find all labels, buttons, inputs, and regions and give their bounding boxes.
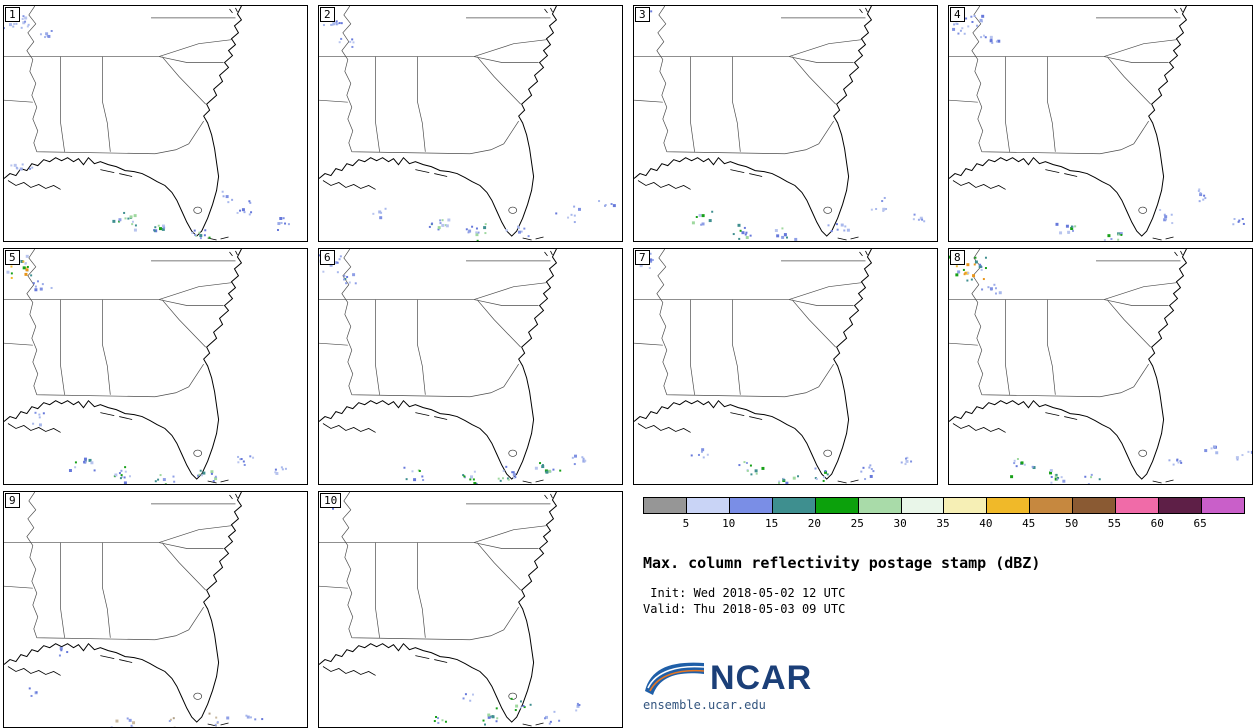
- se-us-map: [4, 6, 290, 241]
- colorbar-segment: [900, 498, 944, 513]
- plot-title: Max. column reflectivity postage stamp (…: [643, 554, 1041, 572]
- member-number-badge: 5: [5, 250, 20, 265]
- map-panel-5: 5: [3, 248, 308, 485]
- colorbar-segment: [1158, 498, 1201, 513]
- se-us-map: [634, 249, 913, 484]
- colorbar-tick: 55: [1107, 517, 1122, 530]
- map-panel-10: 10: [318, 491, 623, 728]
- colorbar-tick: 25: [850, 517, 864, 530]
- radar-echoes: [322, 15, 616, 241]
- init-time: Init: Wed 2018-05-02 12 UTC: [643, 586, 846, 600]
- colorbar-segment: [771, 498, 815, 513]
- ncar-logo: NCAR: [643, 659, 1253, 697]
- colorbar-tick: 60: [1150, 517, 1164, 530]
- reflectivity-colorbar: [643, 497, 1245, 514]
- radar-echoes: [949, 254, 1252, 484]
- ensemble-url: ensemble.ucar.edu: [643, 698, 766, 713]
- map-panel-1: 1: [3, 5, 308, 242]
- colorbar-tick: 5: [682, 517, 690, 530]
- se-us-map: [4, 249, 287, 484]
- map-panel-9: 9: [3, 491, 308, 728]
- radar-echoes: [5, 254, 287, 484]
- colorbar-tick: 35: [936, 517, 950, 530]
- radar-echoes: [4, 9, 290, 240]
- colorbar-tick: 30: [893, 517, 907, 530]
- colorbar-tick-labels: 5 10 15 20 25 30 35 40 45 50 55 60 65: [643, 517, 1245, 532]
- map-panel-8: 8: [948, 248, 1253, 485]
- time-info: Init: Wed 2018-05-02 12 UTC Valid: Thu 2…: [643, 586, 1253, 617]
- se-us-map: [4, 492, 264, 727]
- colorbar-segment: [1115, 498, 1159, 513]
- radar-echoes: [319, 254, 587, 484]
- member-number-badge: 8: [950, 250, 965, 265]
- colorbar-tick: 40: [979, 517, 993, 530]
- se-us-map: [949, 249, 1252, 484]
- map-panel-6: 6: [318, 248, 623, 485]
- radar-echoes: [639, 252, 913, 484]
- colorbar-segment: [644, 498, 686, 513]
- colorbar-segment: [943, 498, 987, 513]
- member-number-badge: 6: [320, 250, 335, 265]
- map-panel-3: 3: [633, 5, 938, 242]
- se-us-map: [949, 6, 1245, 241]
- map-panel-7: 7: [633, 248, 938, 485]
- se-us-map: [634, 6, 926, 241]
- radar-echoes: [329, 500, 581, 726]
- member-number-badge: 1: [5, 7, 20, 22]
- colorbar-tick: 50: [1064, 517, 1079, 530]
- colorbar-tick: 10: [722, 517, 736, 530]
- se-us-map: [319, 249, 587, 484]
- colorbar-segment: [1029, 498, 1073, 513]
- colorbar-segment: [1072, 498, 1116, 513]
- colorbar-tick: 20: [807, 517, 822, 530]
- member-number-badge: 10: [320, 493, 342, 508]
- legend-block: 5 10 15 20 25 30 35 40 45 50 55 60 65 Max. column re…: [633, 491, 1253, 728]
- valid-time: Valid: Thu 2018-05-03 09 UTC: [643, 601, 846, 616]
- member-number-badge: 2: [320, 7, 335, 22]
- colorbar-segment: [685, 498, 729, 513]
- radar-echoes: [639, 10, 926, 241]
- colorbar-segment: [1200, 498, 1244, 513]
- radar-echoes: [952, 12, 1245, 241]
- colorbar-segment: [986, 498, 1030, 513]
- map-panel-4: 4: [948, 5, 1253, 242]
- member-number-badge: 7: [635, 250, 650, 265]
- member-number-badge: 3: [635, 7, 650, 22]
- map-panel-2: 2: [318, 5, 623, 242]
- member-number-badge: 4: [950, 7, 965, 22]
- colorbar-tick: 45: [1022, 517, 1036, 530]
- se-us-map: [319, 6, 616, 241]
- colorbar-segment: [857, 498, 901, 513]
- colorbar-tick: 15: [764, 517, 779, 530]
- member-number-badge: 9: [5, 493, 20, 508]
- colorbar-segment: [814, 498, 858, 513]
- ncar-logo-text: NCAR: [710, 659, 813, 698]
- radar-echoes: [28, 646, 264, 727]
- colorbar-tick: 65: [1193, 517, 1207, 530]
- colorbar-segment: [728, 498, 772, 513]
- se-us-map: [319, 492, 581, 727]
- ncar-logo-swoosh-icon: [645, 662, 705, 696]
